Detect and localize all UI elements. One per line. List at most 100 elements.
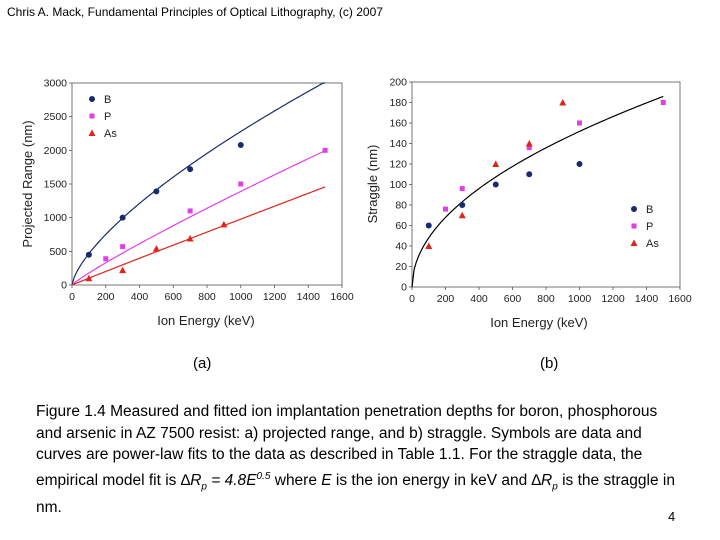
y-tick-label-b: 0 (401, 282, 407, 294)
data-point-b-b (459, 202, 466, 208)
x-tick-label-b: 1000 (568, 293, 592, 305)
header-note: Chris A. Mack, Fundamental Principles of… (7, 5, 383, 19)
data-point-a-b (119, 214, 126, 221)
y-tick-label-a: 500 (49, 246, 67, 258)
data-point-a-p (120, 244, 126, 250)
data-point-a-p (187, 208, 193, 214)
caption-mid-2: is the ion energy in keV and (331, 471, 532, 489)
x-tick-label-b: 1200 (601, 293, 625, 305)
y-tick-label-a: 3000 (44, 78, 68, 90)
caption-e-2: E (321, 471, 332, 489)
data-point-b-b (526, 171, 533, 178)
caption-sub-2: p (552, 480, 558, 492)
data-point-b-as (458, 211, 466, 219)
data-point-a-as (220, 220, 228, 228)
caption-exponent: 0.5 (256, 470, 271, 482)
data-point-b-b (576, 161, 583, 167)
data-point-a-as (186, 235, 194, 242)
legend-marker-a-as (88, 129, 96, 136)
x-tick-label-a: 400 (131, 291, 149, 303)
figure-caption: Figure 1.4 Measured and fitted ion impla… (36, 401, 686, 519)
x-tick-label-b: 600 (504, 293, 522, 305)
y-axis-label-b: Straggle (nm) (365, 145, 380, 224)
y-tick-label-b: 20 (395, 261, 407, 273)
data-point-a-b (85, 251, 92, 258)
caption-r-1: R (190, 471, 202, 489)
fit-curve-a-as (71, 186, 326, 286)
x-tick-label-a: 600 (164, 291, 182, 303)
data-point-b-b (492, 181, 499, 188)
legend-label-a-b: B (104, 94, 111, 106)
caption-mid: where (270, 471, 322, 489)
data-point-a-p (238, 181, 244, 187)
plot-frame-b (411, 81, 681, 288)
legend-marker-a-b (89, 96, 95, 102)
data-point-a-as (119, 266, 127, 274)
data-point-a-p (103, 256, 109, 262)
caption-sub-1: p (201, 480, 207, 492)
x-tick-label-b: 0 (409, 293, 415, 305)
data-point-b-p (577, 120, 582, 126)
legend-label-b-p: P (646, 221, 653, 233)
caption-end: is the straggle in nm. (36, 471, 675, 517)
x-tick-label-b: 200 (437, 293, 455, 305)
data-point-b-as (492, 160, 500, 167)
y-tick-label-b: 100 (389, 179, 407, 191)
x-tick-label-a: 1600 (330, 291, 354, 303)
data-point-b-as (559, 99, 567, 106)
caption-text: Figure 1.4 Measured and fitted ion impla… (36, 403, 658, 489)
caption-eq: = 4.8 (206, 471, 247, 489)
fit-curve-a-p (71, 150, 326, 286)
data-point-b-as (525, 140, 533, 147)
legend-marker-b-p (631, 223, 637, 229)
panel-label-b: (b) (540, 355, 559, 372)
data-point-b-as (425, 242, 433, 249)
x-axis-label-b: Ion Energy (keV) (490, 315, 588, 330)
x-tick-label-b: 800 (537, 293, 555, 305)
data-point-b-p (526, 145, 532, 151)
y-tick-label-b: 60 (395, 220, 407, 232)
legend-marker-a-p (89, 113, 95, 119)
data-point-b-b (425, 222, 432, 229)
legend-label-b-b: B (646, 204, 653, 216)
data-point-a-as (85, 274, 93, 282)
y-tick-label-a: 2000 (44, 145, 68, 157)
data-point-a-b (237, 141, 244, 148)
x-tick-label-a: 0 (69, 291, 75, 303)
fit-curve-b (411, 95, 664, 288)
y-tick-label-a: 0 (61, 280, 67, 292)
data-point-a-as (152, 245, 160, 252)
data-point-a-p (322, 147, 328, 153)
x-tick-label-b: 1400 (635, 293, 659, 305)
y-tick-label-a: 2500 (44, 111, 68, 123)
legend-marker-b-as (630, 239, 638, 246)
data-point-b-p (459, 186, 465, 192)
y-tick-label-b: 120 (389, 159, 407, 171)
page-number: 4 (668, 509, 676, 524)
y-tick-label-b: 160 (389, 118, 407, 130)
data-point-b-p (443, 206, 448, 212)
y-tick-label-b: 200 (389, 77, 407, 89)
caption-e-1: E (246, 471, 257, 489)
x-tick-label-a: 1400 (297, 291, 321, 303)
x-tick-label-a: 1000 (229, 291, 253, 303)
caption-delta-1: ∆ (180, 471, 191, 489)
data-point-a-b (153, 188, 160, 195)
x-tick-label-a: 200 (97, 291, 115, 303)
data-point-a-b (187, 166, 194, 173)
x-tick-label-a: 1200 (263, 291, 287, 303)
legend-label-b-as: As (646, 238, 659, 250)
y-axis-label-a: Projected Range (nm) (20, 120, 35, 247)
legend-marker-b-b (631, 206, 637, 212)
data-point-b-p (660, 100, 666, 105)
panel-label-a: (a) (193, 355, 212, 372)
x-tick-label-b: 1600 (668, 293, 692, 305)
y-tick-label-b: 40 (395, 241, 407, 253)
x-tick-label-b: 400 (470, 293, 488, 305)
x-tick-label-a: 800 (198, 291, 216, 303)
legend-label-a-as: As (104, 128, 117, 140)
fit-curve-a-b (71, 82, 326, 286)
y-tick-label-a: 1500 (44, 179, 68, 191)
